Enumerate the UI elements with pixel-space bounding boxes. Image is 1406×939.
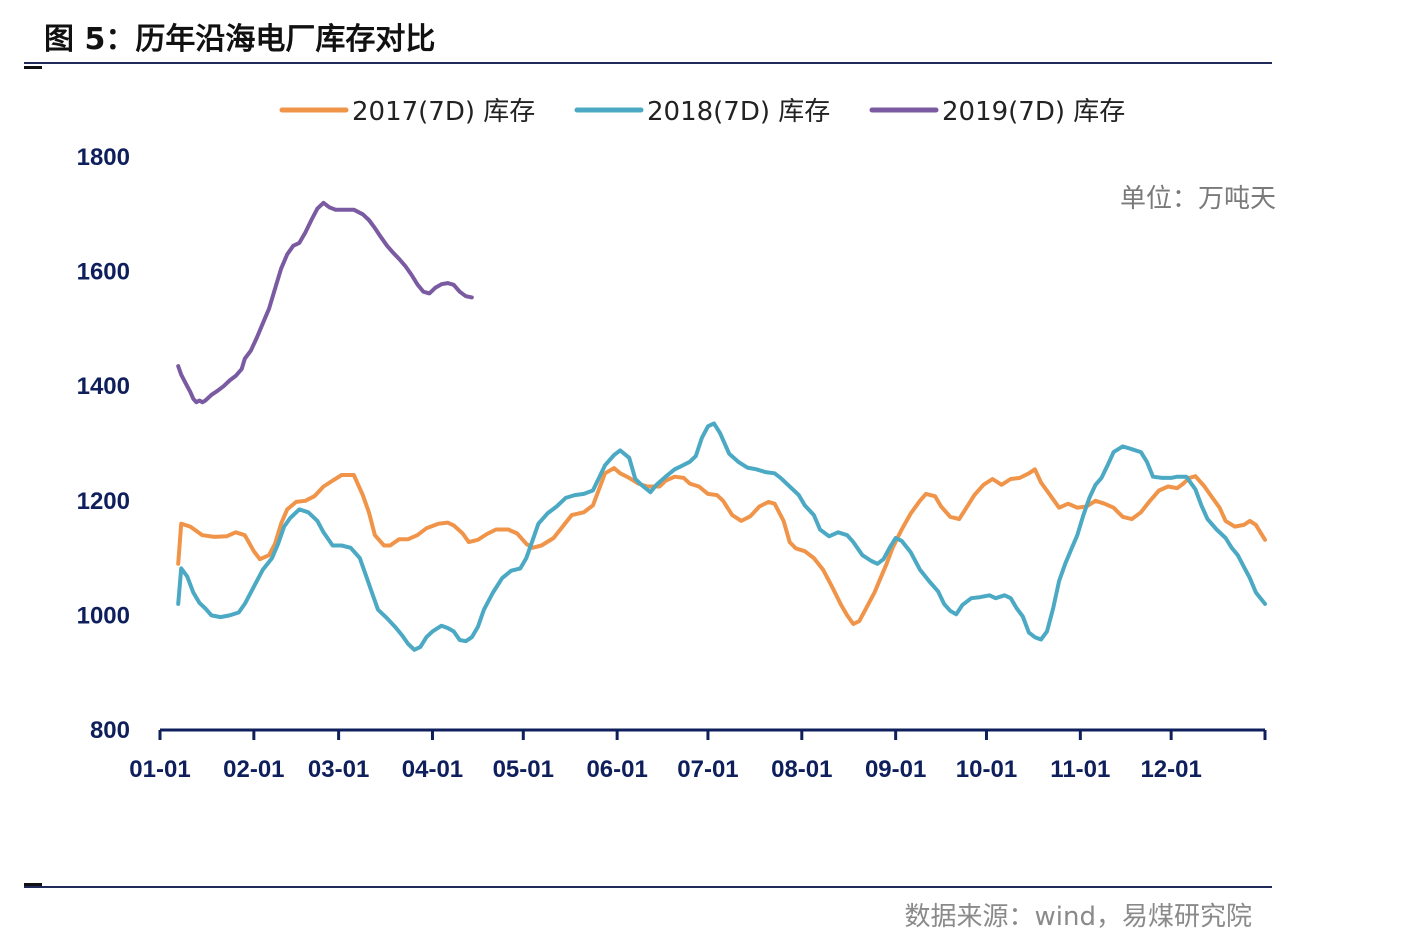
- x-tick-label: 03-01: [308, 756, 369, 783]
- x-tick-label: 08-01: [771, 756, 832, 783]
- y-axis: 800 1000 1200 1400 1600 1800: [77, 144, 130, 744]
- x-tick-label: 12-01: [1140, 756, 1201, 783]
- y-tick-label: 1400: [77, 373, 130, 400]
- figure-title: 图 5：历年沿海电厂库存对比: [44, 22, 436, 57]
- series-line-2: [176, 421, 1267, 652]
- y-tick-label: 800: [90, 717, 130, 744]
- title-rule-accent: [24, 66, 42, 69]
- x-tick-label: 10-01: [956, 756, 1017, 783]
- x-tick-label: 04-01: [402, 756, 463, 783]
- chart-legend: 2017(7D) 库存 2018(7D) 库存 2019(7D) 库存: [279, 97, 1125, 127]
- x-tick-label: 07-01: [677, 756, 738, 783]
- y-tick-label: 1000: [77, 602, 130, 629]
- y-tick-label: 1800: [77, 144, 130, 171]
- footer-rule-accent: [24, 883, 42, 886]
- legend-label-3: 2019(7D) 库存: [942, 97, 1125, 127]
- x-tick-label: 09-01: [865, 756, 926, 783]
- x-tick-label: 02-01: [223, 756, 284, 783]
- x-tick-label: 11-01: [1050, 756, 1110, 783]
- unit-label: 单位：万吨天: [1120, 184, 1277, 214]
- x-tick-label: 05-01: [493, 756, 554, 783]
- x-tick-label: 01-01: [129, 756, 190, 783]
- y-tick-label: 1200: [77, 488, 130, 515]
- series-line-1: [176, 466, 1267, 626]
- legend-label-1: 2017(7D) 库存: [352, 97, 535, 127]
- x-axis: 01-01 02-01 03-01 04-01 05-01 06-01 07-01 08-01…: [129, 728, 1267, 783]
- legend-label-2: 2018(7D) 库存: [647, 97, 830, 127]
- title-rule: [24, 62, 1272, 64]
- x-tick-label: 06-01: [586, 756, 647, 783]
- series-group: [176, 200, 1267, 652]
- footer-rule: [24, 886, 1272, 888]
- y-tick-label: 1600: [77, 259, 130, 286]
- series-line-3: [176, 200, 474, 405]
- source-note: 数据来源：wind，易煤研究院: [904, 902, 1252, 932]
